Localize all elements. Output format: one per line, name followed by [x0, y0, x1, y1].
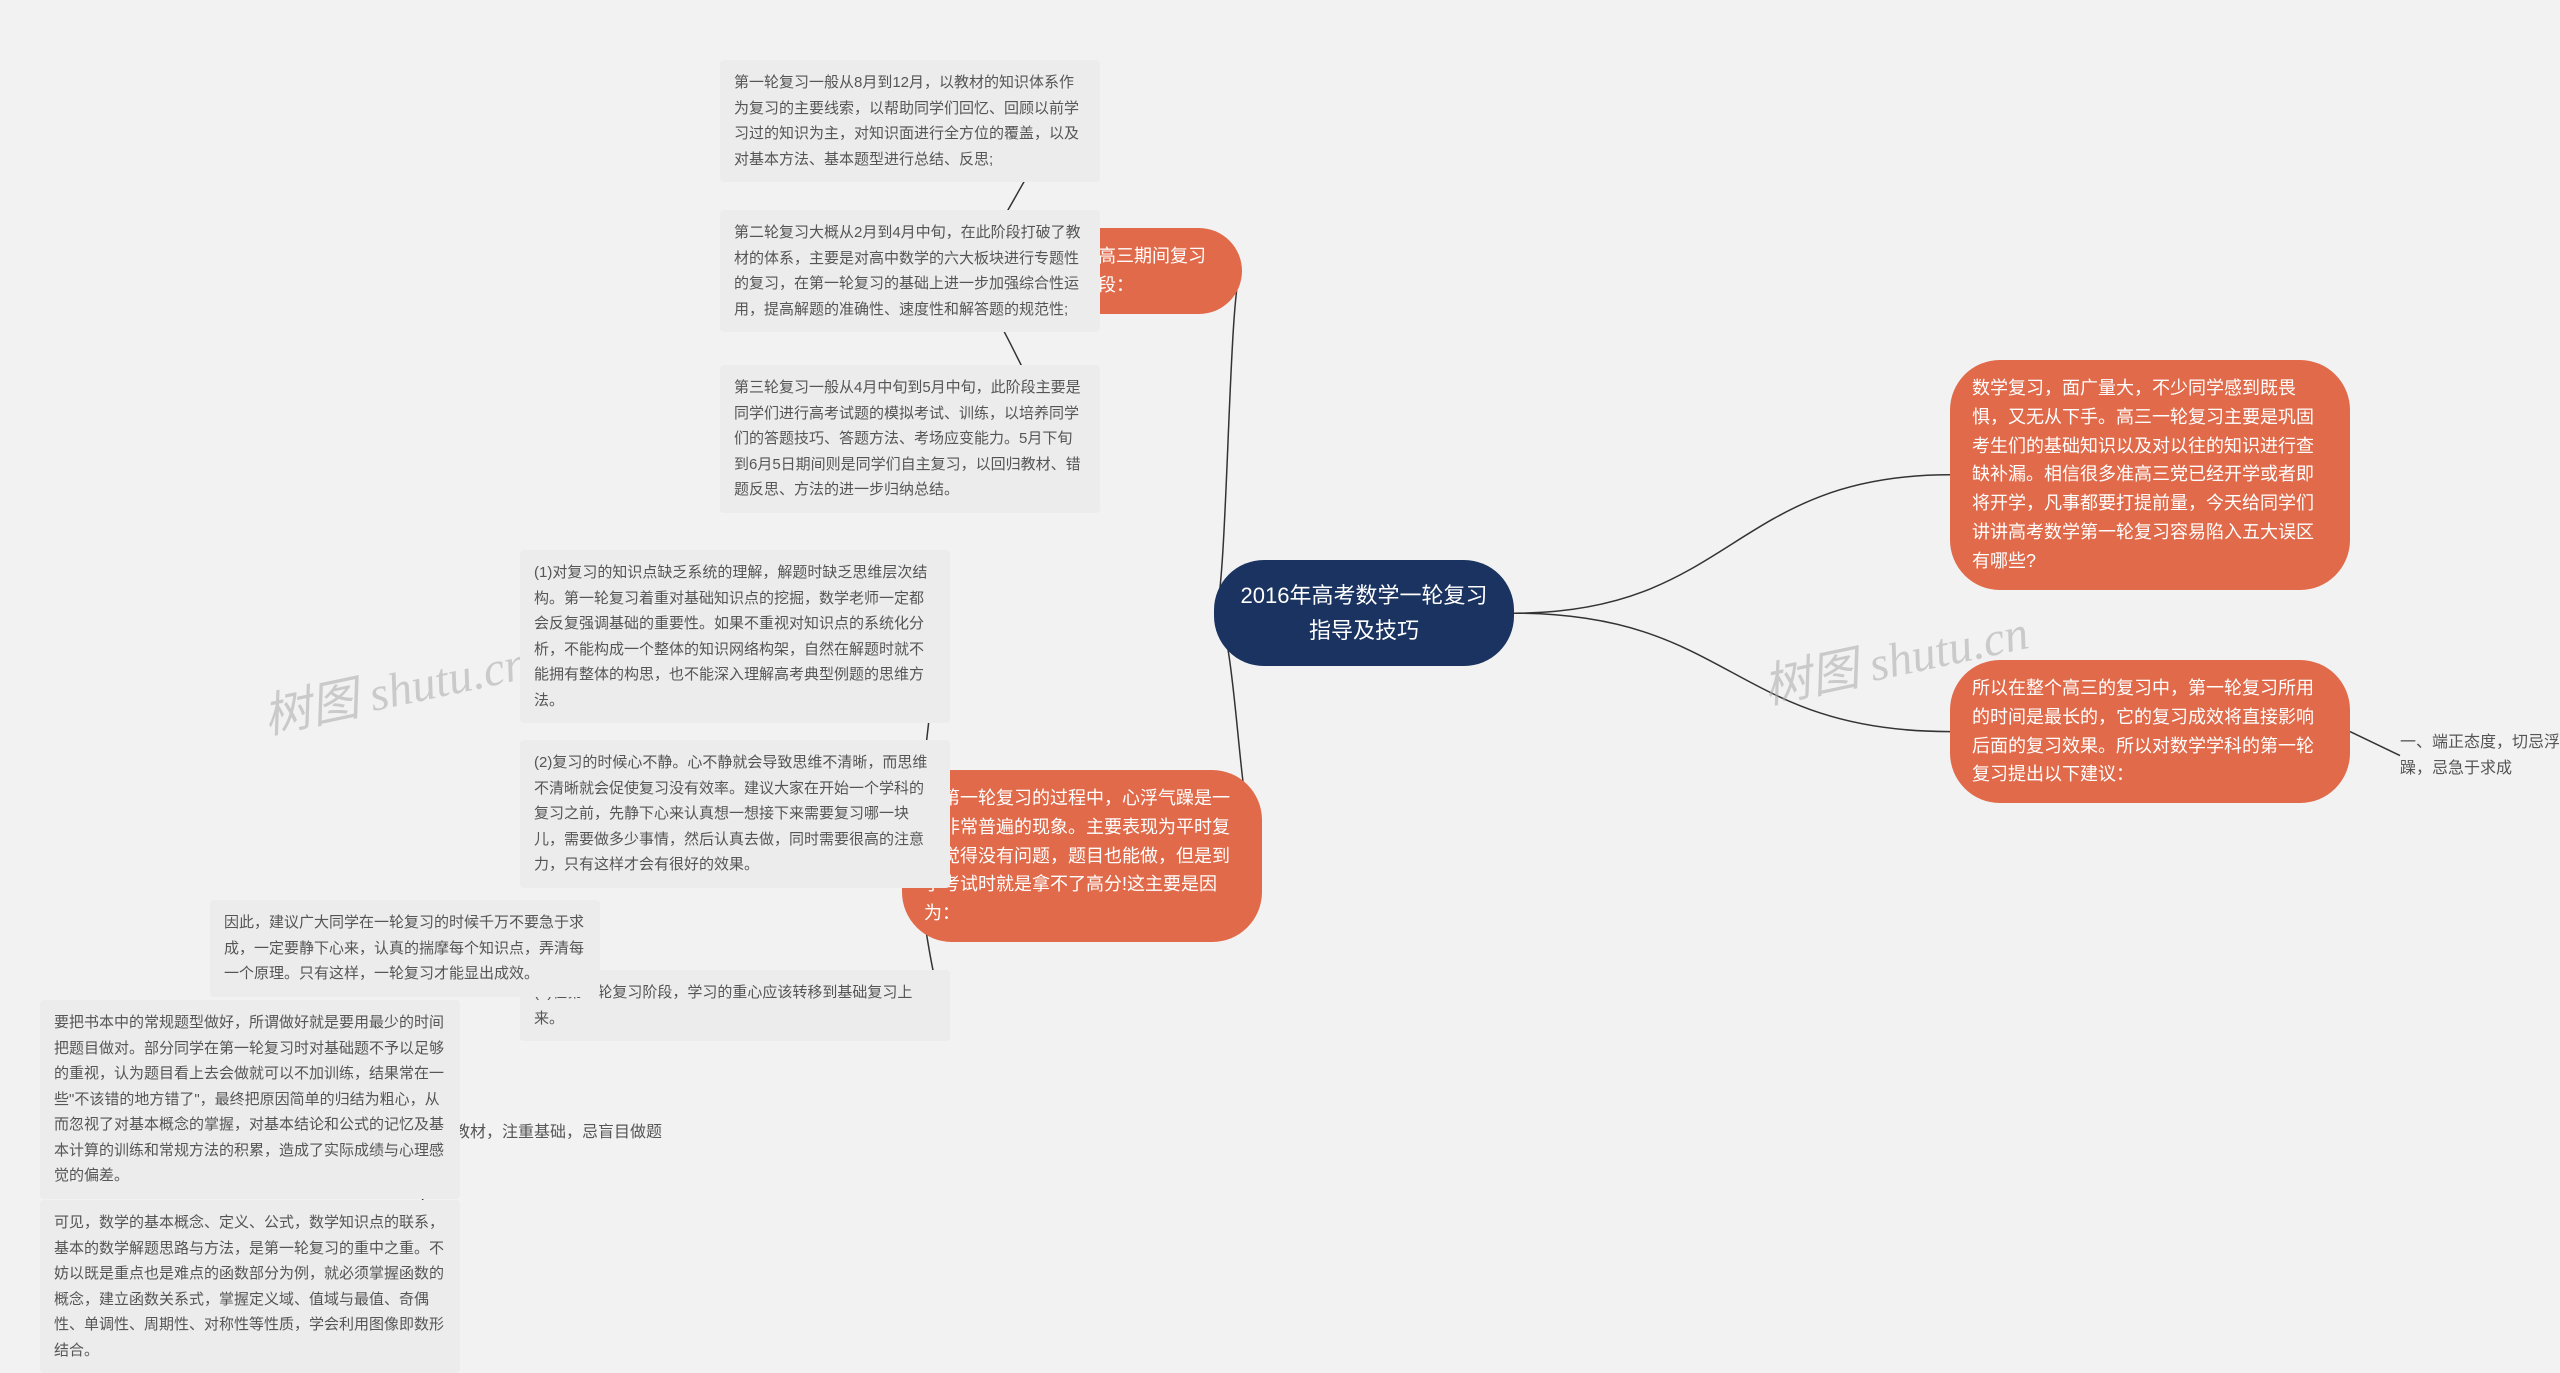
right-leaf-attitude: 一、端正态度，切忌浮躁，忌急于求成: [2400, 730, 2560, 781]
left-node-impetuous-text: 在第一轮复习的过程中，心浮气躁是一个非常普遍的现象。主要表现为平时复习觉得没有问…: [924, 784, 1240, 928]
leaf-phase-3: 第三轮复习一般从4月中旬到5月中旬，此阶段主要是同学们进行高考试题的模拟考试、训…: [720, 365, 1100, 513]
right-node-advice-text: 所以在整个高三的复习中，第一轮复习所用的时间是最长的，它的复习成效将直接影响后面…: [1972, 674, 2328, 789]
leaf-l3-b: 可见，数学的基本概念、定义、公式，数学知识点的联系，基本的数学解题思路与方法，是…: [40, 1200, 460, 1373]
watermark-1: 树图 shutu.cn: [256, 623, 534, 747]
center-node: 2016年高考数学一轮复习指导及技巧: [1214, 560, 1514, 666]
center-label: 2016年高考数学一轮复习指导及技巧: [1240, 578, 1488, 648]
leaf-l2-c-child: 因此，建议广大同学在一轮复习的时候千万不要急于求成，一定要静下心来，认真的揣摩每…: [210, 900, 600, 997]
right-node-advice: 所以在整个高三的复习中，第一轮复习所用的时间是最长的，它的复习成效将直接影响后面…: [1950, 660, 2350, 803]
left-node-impetuous: 在第一轮复习的过程中，心浮气躁是一个非常普遍的现象。主要表现为平时复习觉得没有问…: [902, 770, 1262, 942]
right-node-overview: 数学复习，面广量大，不少同学感到既畏惧，又无从下手。高三一轮复习主要是巩固考生们…: [1950, 360, 2350, 590]
leaf-l2-b: (2)复习的时候心不静。心不静就会导致思维不清晰，而思维不清晰就会促使复习没有效…: [520, 740, 950, 888]
leaf-l2-a: (1)对复习的知识点缺乏系统的理解，解题时缺乏思维层次结构。第一轮复习着重对基础…: [520, 550, 950, 723]
leaf-l3-a: 要把书本中的常规题型做好，所谓做好就是要用最少的时间把题目做对。部分同学在第一轮…: [40, 1000, 460, 1199]
leaf-phase-2: 第二轮复习大概从2月到4月中旬，在此阶段打破了教材的体系，主要是对高中数学的六大…: [720, 210, 1100, 332]
right-node-overview-text: 数学复习，面广量大，不少同学感到既畏惧，又无从下手。高三一轮复习主要是巩固考生们…: [1972, 374, 2328, 576]
leaf-phase-1: 第一轮复习一般从8月到12月，以教材的知识体系作为复习的主要线索，以帮助同学们回…: [720, 60, 1100, 182]
